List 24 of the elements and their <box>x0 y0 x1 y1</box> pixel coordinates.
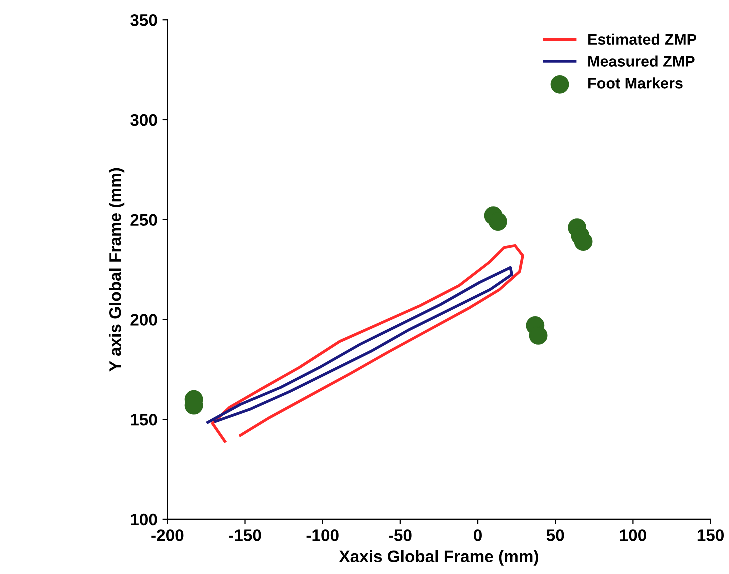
x-axis-title: Xaxis Global Frame (mm) <box>339 550 538 566</box>
legend-label: Estimated ZMP <box>588 34 697 46</box>
point <box>574 232 593 252</box>
x-tick-label: 0 <box>474 530 482 542</box>
x-tick-label: -200 <box>152 530 184 542</box>
y-tick-label: 350 <box>130 14 158 26</box>
x-tick-label: -150 <box>229 530 262 542</box>
line-series <box>206 266 514 424</box>
point <box>529 326 548 345</box>
y-tick-label: 300 <box>130 114 158 126</box>
point <box>488 212 508 232</box>
y-tick-label: 250 <box>130 214 158 226</box>
x-tick-label: -100 <box>306 530 339 542</box>
y-tick-label: 100 <box>131 514 158 526</box>
x-tick-label: 50 <box>546 530 564 542</box>
line-series <box>211 244 524 443</box>
y-axis-title: Y axis Global Frame (mm) <box>109 168 125 372</box>
y-tick-label: 200 <box>130 314 158 326</box>
x-tick-label: 150 <box>698 530 724 542</box>
legend-label: Foot Markers <box>588 78 683 89</box>
y-tick-label: 150 <box>131 414 158 426</box>
x-tick-label: 100 <box>620 530 646 542</box>
x-tick-label: -50 <box>389 530 412 542</box>
legend-label: Measured ZMP <box>588 56 695 67</box>
